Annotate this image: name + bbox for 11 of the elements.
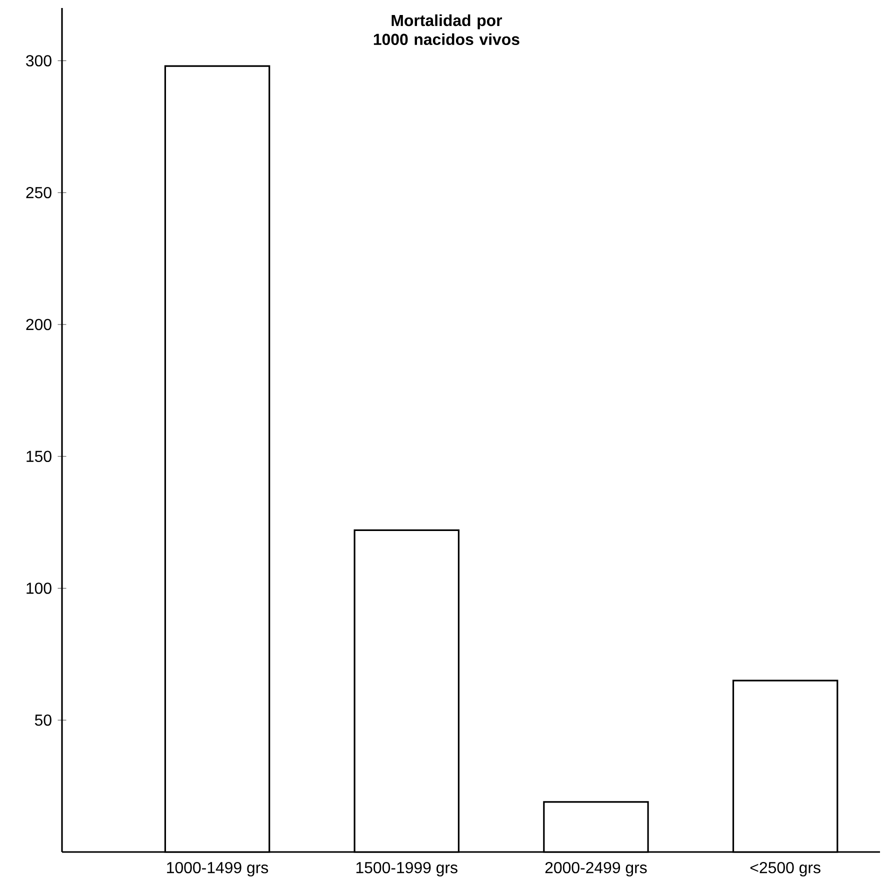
y-tick-label: 100	[26, 582, 52, 594]
x-tick-label: 1000-1499 grs	[167, 862, 268, 876]
x-tick-label: 2000-2499 grs	[545, 862, 647, 876]
x-tick-label: 1500-1999 grs	[356, 862, 458, 876]
text: Mortalidad por 1000 nacidos vivos	[374, 14, 520, 46]
x-tick-label: <2500 grs	[750, 862, 820, 876]
y-tick-label: 150	[26, 450, 52, 462]
y-tick-label: 300	[26, 55, 52, 66]
y-tick-label: 50	[34, 714, 52, 726]
y-tick-label: 250	[26, 186, 52, 198]
y-tick-label: 200	[26, 318, 52, 330]
